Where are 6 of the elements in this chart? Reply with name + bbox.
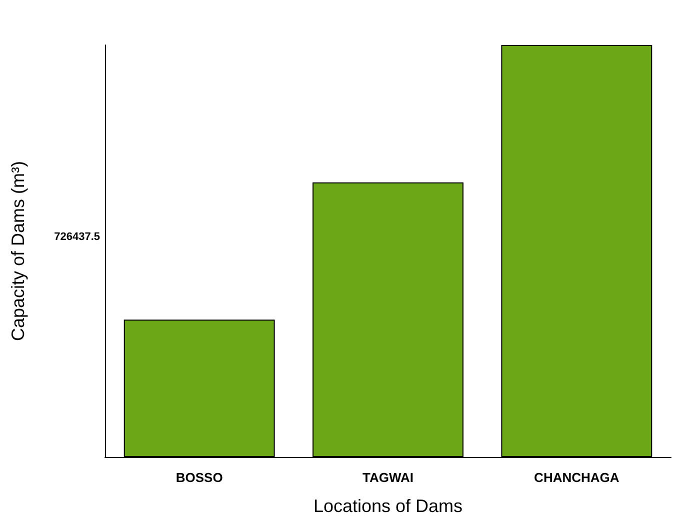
y-axis-title: Capacity of Dams (m³) <box>8 160 28 342</box>
x-tick-label: CHANCHAGA <box>534 470 620 485</box>
x-tick-label: BOSSO <box>176 470 223 485</box>
text: 726437.5 <box>54 231 100 243</box>
x-axis-title: Locations of Dams <box>313 496 463 516</box>
x-tick-label: TAGWAI <box>362 470 414 485</box>
